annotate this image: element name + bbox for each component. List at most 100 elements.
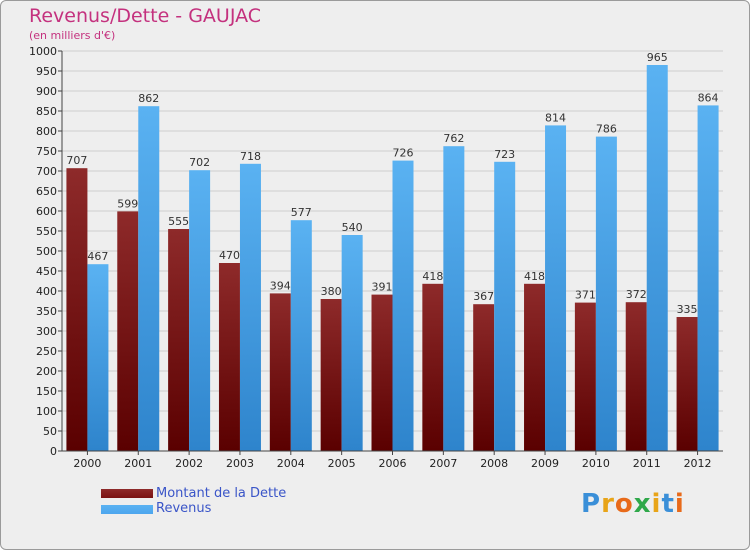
x-tick-label-2003: 2003: [226, 457, 254, 470]
bar-debt-2007: [422, 283, 444, 451]
data-label-debt-2004: 394: [270, 279, 291, 292]
bar-revenus-2004: [290, 220, 312, 451]
bar-debt-2009: [524, 283, 546, 451]
data-label-debt-2009: 418: [524, 270, 545, 283]
x-tick-label-2011: 2011: [633, 457, 661, 470]
bar-revenus-2000: [87, 264, 109, 451]
data-label-revenus-2011: 965: [647, 51, 668, 64]
x-tick-label-2008: 2008: [480, 457, 508, 470]
legend-label-revenus: Revenus: [156, 501, 212, 516]
data-label-debt-2007: 418: [422, 270, 443, 283]
data-label-revenus-2008: 723: [494, 148, 515, 161]
data-label-debt-2003: 470: [219, 249, 240, 262]
bars: [66, 65, 719, 452]
bar-revenus-2003: [239, 163, 261, 452]
data-label-debt-2010: 371: [575, 289, 596, 302]
data-label-debt-2000: 707: [66, 154, 87, 167]
bar-revenus-2010: [595, 136, 617, 451]
bar-debt-2010: [574, 302, 596, 451]
data-label-debt-2005: 380: [321, 285, 342, 298]
bar-debt-2003: [218, 263, 240, 451]
data-label-revenus-2002: 702: [189, 156, 210, 169]
y-tick-label-500: 500: [36, 245, 57, 258]
y-tick-label-50: 50: [43, 425, 57, 438]
bar-revenus-2012: [697, 105, 719, 452]
logo-letter: i: [674, 489, 685, 519]
y-tick-label-650: 650: [36, 185, 57, 198]
bar-debt-2000: [66, 168, 88, 451]
x-tick-label-2005: 2005: [328, 457, 356, 470]
x-tick-label-2002: 2002: [175, 457, 203, 470]
data-label-revenus-2006: 726: [393, 147, 414, 160]
data-label-revenus-2003: 718: [240, 150, 261, 163]
legend-swatch-revenus: [101, 505, 153, 514]
data-label-debt-2011: 372: [626, 288, 647, 301]
bar-debt-2002: [168, 229, 190, 451]
y-tick-label-950: 950: [36, 65, 57, 78]
data-label-debt-2012: 335: [677, 303, 698, 316]
data-label-debt-2008: 367: [473, 290, 494, 303]
y-tick-label-150: 150: [36, 385, 57, 398]
bar-revenus-2009: [545, 125, 567, 452]
y-tick-label-850: 850: [36, 105, 57, 118]
y-tick-label-400: 400: [36, 285, 57, 298]
bar-debt-2008: [473, 304, 495, 451]
x-tick-label-2007: 2007: [429, 457, 457, 470]
y-tick-label-350: 350: [36, 305, 57, 318]
bar-debt-2004: [269, 293, 291, 451]
bar-revenus-2008: [494, 161, 516, 452]
x-tick-label-2012: 2012: [684, 457, 712, 470]
bar-debt-2011: [625, 302, 647, 451]
bar-debt-2006: [371, 294, 393, 451]
y-tick-label-0: 0: [50, 445, 57, 458]
data-label-revenus-2009: 814: [545, 111, 566, 124]
y-tick-label-250: 250: [36, 345, 57, 358]
x-tick-label-2006: 2006: [379, 457, 407, 470]
y-tick-label-750: 750: [36, 145, 57, 158]
chart-subtitle: (en milliers d'€): [29, 29, 116, 42]
logo-letter: x: [633, 489, 652, 519]
data-label-revenus-2004: 577: [291, 206, 312, 219]
x-tick-label-2001: 2001: [124, 457, 152, 470]
bar-revenus-2006: [392, 160, 414, 451]
y-tick-label-450: 450: [36, 265, 57, 278]
data-label-revenus-2001: 862: [138, 92, 159, 105]
y-tick-label-300: 300: [36, 325, 57, 338]
data-label-debt-2001: 599: [117, 197, 138, 210]
y-tick-label-100: 100: [36, 405, 57, 418]
y-tick-label-600: 600: [36, 205, 57, 218]
proxiti-logo: Proxiti: [581, 489, 685, 519]
bar-revenus-2002: [189, 170, 211, 451]
axes: 0 50 100 150 200 250 300 350 400 450 500 550 600 650 7…: [29, 45, 723, 470]
logo-letter: P: [581, 489, 602, 519]
chart-title: Revenus/Dette - GAUJAC: [29, 5, 262, 27]
bar-revenus-2001: [138, 106, 160, 451]
bar-revenus-2007: [443, 146, 465, 451]
data-label-debt-2002: 555: [168, 215, 189, 228]
y-tick-label-900: 900: [36, 85, 57, 98]
logo-letter: o: [614, 489, 634, 519]
bar-revenus-2011: [646, 65, 668, 451]
bar-debt-2012: [676, 317, 698, 451]
data-label-revenus-2010: 786: [596, 123, 617, 136]
y-tick-label-200: 200: [36, 365, 57, 378]
data-label-revenus-2000: 467: [87, 250, 108, 263]
data-label-revenus-2005: 540: [342, 221, 363, 234]
data-label-revenus-2012: 864: [698, 91, 719, 104]
x-tick-label-2010: 2010: [582, 457, 610, 470]
bar-revenus-2005: [341, 235, 363, 451]
logo-letter: t: [661, 489, 675, 519]
data-labels: 707 467 599 862 555 702 470 718 394 577 380 540 391 7…: [66, 51, 718, 316]
data-label-debt-2006: 391: [372, 281, 393, 294]
x-tick-label-2004: 2004: [277, 457, 305, 470]
y-tick-label-800: 800: [36, 125, 57, 138]
logo-letter: r: [601, 489, 615, 519]
bar-debt-2005: [320, 299, 342, 451]
bar-debt-2001: [117, 211, 139, 451]
x-tick-label-2009: 2009: [531, 457, 559, 470]
y-tick-label-700: 700: [36, 165, 57, 178]
x-tick-label-2000: 2000: [73, 457, 101, 470]
legend-swatch-debt: [101, 489, 153, 498]
